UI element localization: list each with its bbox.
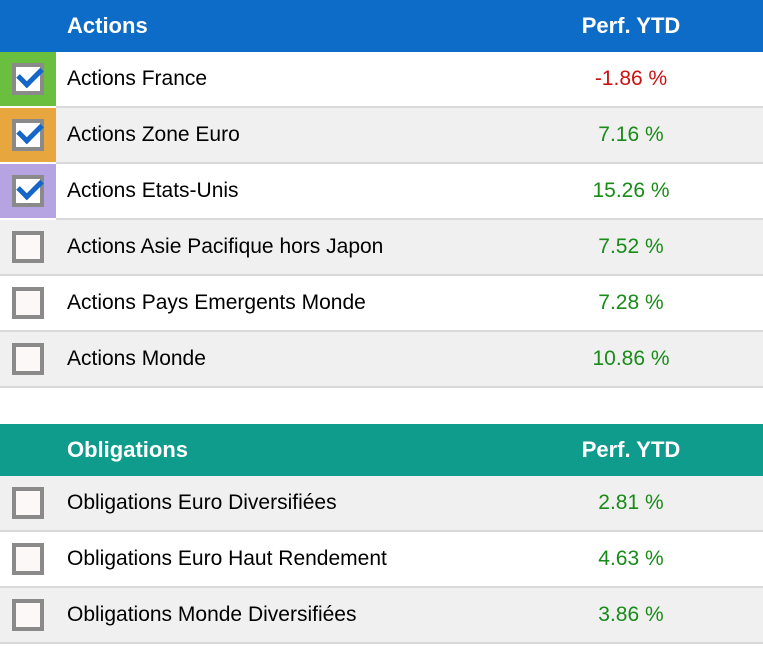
- row-label: Obligations Euro Haut Rendement: [56, 532, 546, 588]
- perf-ytd-column-header: Perf. YTD: [581, 437, 681, 462]
- table-title: Obligations: [67, 437, 188, 462]
- row-label: Actions Asie Pacifique hors Japon: [56, 220, 546, 276]
- row-spacer: [716, 220, 763, 276]
- row-checkbox[interactable]: [12, 63, 44, 95]
- checkbox-highlight-cell: [0, 588, 56, 644]
- obligations-table: Obligations Perf. YTD Obligations Euro D…: [0, 424, 763, 644]
- row-perf-value: 10.86 %: [546, 332, 716, 388]
- row-checkbox[interactable]: [12, 119, 44, 151]
- perf-ytd-column-header: Perf. YTD: [581, 13, 681, 38]
- row-label: Actions France: [56, 52, 546, 108]
- row-perf-value: -1.86 %: [546, 52, 716, 108]
- row-label: Obligations Euro Diversifiées: [56, 476, 546, 532]
- row-label: Actions Zone Euro: [56, 108, 546, 164]
- table-row: Obligations Euro Haut Rendement 4.63 %: [0, 532, 763, 588]
- row-spacer: [716, 532, 763, 588]
- row-spacer: [716, 588, 763, 644]
- row-perf-value: 3.86 %: [546, 588, 716, 644]
- table-row: Actions France -1.86 %: [0, 52, 763, 108]
- row-checkbox[interactable]: [12, 543, 44, 575]
- table-row: Actions Etats-Unis 15.26 %: [0, 164, 763, 220]
- table-row: Actions Asie Pacifique hors Japon 7.52 %: [0, 220, 763, 276]
- row-label: Obligations Monde Diversifiées: [56, 588, 546, 644]
- row-perf-value: 7.28 %: [546, 276, 716, 332]
- row-perf-value: 15.26 %: [546, 164, 716, 220]
- row-spacer: [716, 476, 763, 532]
- table-title: Actions: [67, 13, 148, 38]
- row-label: Actions Etats-Unis: [56, 164, 546, 220]
- row-spacer: [716, 276, 763, 332]
- row-label: Actions Pays Emergents Monde: [56, 276, 546, 332]
- table-row: Actions Monde 10.86 %: [0, 332, 763, 388]
- row-checkbox[interactable]: [12, 287, 44, 319]
- row-checkbox[interactable]: [12, 487, 44, 519]
- row-perf-value: 4.63 %: [546, 532, 716, 588]
- row-perf-value: 7.16 %: [546, 108, 716, 164]
- row-spacer: [716, 108, 763, 164]
- actions-table: Actions Perf. YTD Actions France -1.86 %…: [0, 0, 763, 388]
- row-label: Actions Monde: [56, 332, 546, 388]
- row-perf-value: 7.52 %: [546, 220, 716, 276]
- checkbox-highlight-cell: [0, 164, 56, 220]
- checkbox-highlight-cell: [0, 532, 56, 588]
- row-checkbox[interactable]: [12, 175, 44, 207]
- row-checkbox[interactable]: [12, 343, 44, 375]
- table-row: Obligations Euro Diversifiées 2.81 %: [0, 476, 763, 532]
- table-row: Actions Zone Euro 7.16 %: [0, 108, 763, 164]
- row-checkbox[interactable]: [12, 599, 44, 631]
- checkbox-highlight-cell: [0, 52, 56, 108]
- table-row: Actions Pays Emergents Monde 7.28 %: [0, 276, 763, 332]
- row-spacer: [716, 164, 763, 220]
- checkbox-highlight-cell: [0, 276, 56, 332]
- actions-table-header: Actions Perf. YTD: [0, 0, 763, 52]
- row-spacer: [716, 52, 763, 108]
- checkbox-highlight-cell: [0, 108, 56, 164]
- row-perf-value: 2.81 %: [546, 476, 716, 532]
- checkbox-highlight-cell: [0, 476, 56, 532]
- checkbox-highlight-cell: [0, 332, 56, 388]
- row-checkbox[interactable]: [12, 231, 44, 263]
- table-row: Obligations Monde Diversifiées 3.86 %: [0, 588, 763, 644]
- row-spacer: [716, 332, 763, 388]
- obligations-table-header: Obligations Perf. YTD: [0, 424, 763, 476]
- checkbox-highlight-cell: [0, 220, 56, 276]
